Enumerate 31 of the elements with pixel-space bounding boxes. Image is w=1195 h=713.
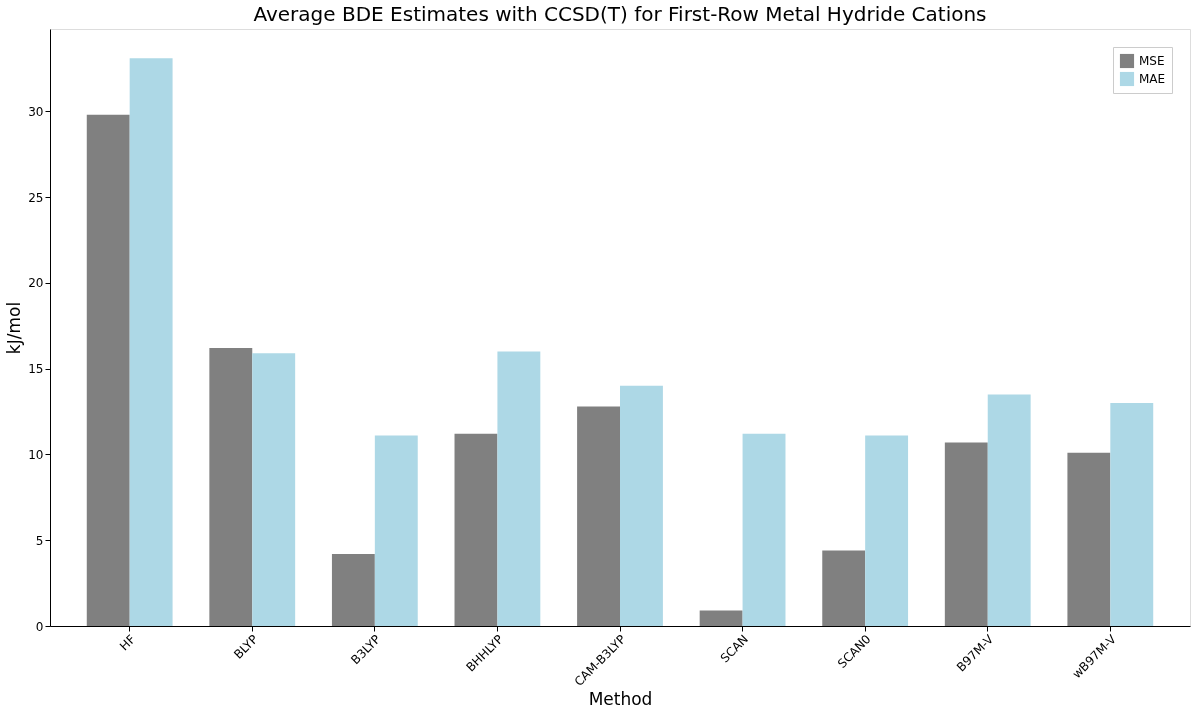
bar — [129, 58, 173, 626]
bar — [331, 553, 375, 626]
bar — [944, 442, 988, 626]
y-tick-label: 0 — [35, 619, 44, 634]
chart-title: Average BDE Estimates with CCSD(T) for First-Row Metal Hydride Cations — [253, 2, 987, 26]
y-tick-label: 20 — [28, 276, 44, 291]
bar — [454, 433, 498, 626]
legend-label: MAE — [1139, 72, 1166, 86]
y-tick-label: 25 — [28, 190, 44, 205]
y-tick-label: 5 — [35, 533, 44, 548]
legend-label: MSE — [1139, 54, 1165, 68]
bar — [1110, 402, 1154, 626]
bar — [374, 435, 418, 626]
x-axis-title: Method — [588, 689, 653, 710]
bar — [86, 114, 130, 626]
x-tick-label: HF — [116, 632, 139, 654]
bar — [252, 353, 296, 626]
y-tick-label: 15 — [28, 362, 44, 377]
y-tick-label: 30 — [28, 104, 44, 119]
y-tick-label: 10 — [28, 447, 44, 462]
bar — [987, 394, 1031, 626]
bar — [699, 610, 743, 626]
y-axis-title: kJ/mol — [4, 301, 25, 355]
bar — [865, 435, 909, 626]
bar — [1067, 452, 1111, 626]
bar — [577, 406, 620, 626]
bar — [209, 348, 253, 626]
bar — [822, 550, 866, 626]
bar — [497, 351, 541, 626]
bar — [620, 385, 663, 626]
bar — [742, 433, 786, 626]
